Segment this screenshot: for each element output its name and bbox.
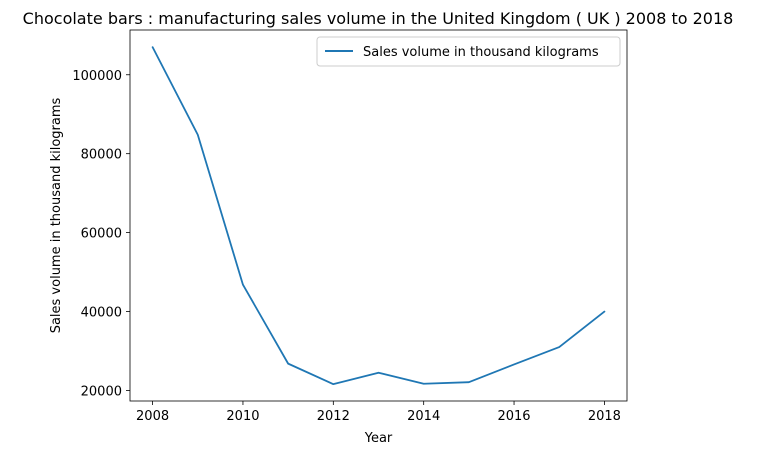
- y-tick-label: 60000: [81, 227, 122, 242]
- legend-box: [316, 36, 621, 67]
- legend-label: Sales volume in thousand kilograms: [363, 45, 599, 60]
- y-tick-label: 40000: [81, 306, 122, 321]
- y-tick-label: 100000: [72, 69, 122, 84]
- y-axis: 20000 40000 60000 80000 100000: [72, 69, 130, 399]
- x-tick-label: 2012: [317, 409, 350, 424]
- plot-area: [129, 29, 628, 402]
- y-axis-label: Sales volume in thousand kilograms: [49, 97, 64, 333]
- x-tick-label: 2014: [407, 409, 440, 424]
- series-layer: [151, 46, 606, 386]
- x-axis-label: Year: [364, 431, 393, 446]
- x-tick-label: 2008: [136, 409, 169, 424]
- x-tick-label: 2016: [497, 409, 530, 424]
- series-line: [151, 46, 606, 386]
- y-tick-label: 80000: [81, 148, 122, 163]
- x-tick-label: 2018: [588, 409, 621, 424]
- chart-legend: Sales volume in thousand kilograms: [316, 36, 621, 67]
- y-tick-label: 20000: [81, 384, 122, 399]
- x-axis: 2008 2010 2012 2014 2016 2018: [136, 401, 621, 424]
- x-tick-label: 2010: [226, 409, 259, 424]
- chart-title: Chocolate bars : manufacturing sales vol…: [23, 9, 734, 28]
